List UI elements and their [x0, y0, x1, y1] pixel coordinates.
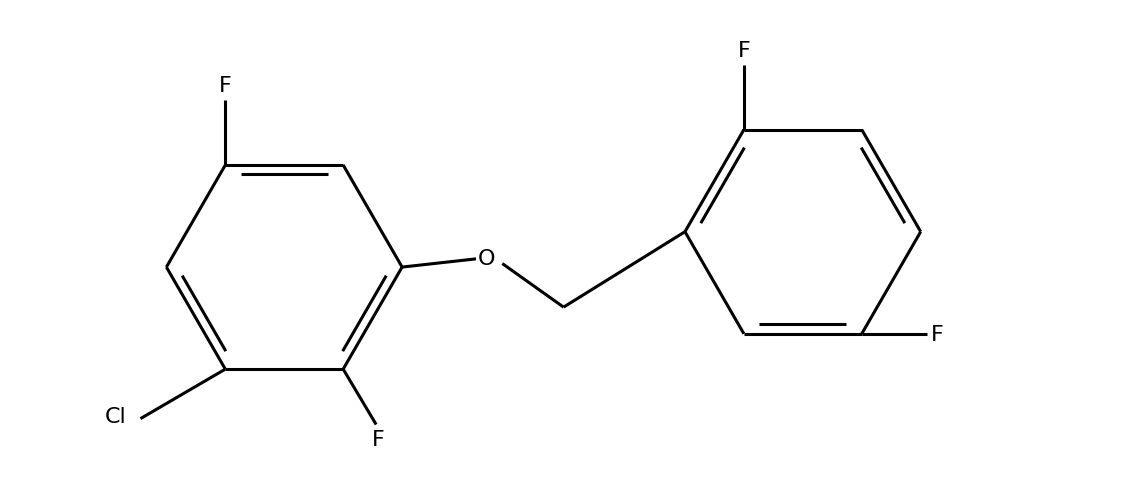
Text: F: F [738, 41, 751, 61]
Text: Cl: Cl [104, 407, 126, 427]
Text: F: F [372, 429, 385, 449]
Text: F: F [219, 76, 231, 96]
Text: O: O [478, 248, 496, 268]
Text: F: F [932, 324, 944, 344]
